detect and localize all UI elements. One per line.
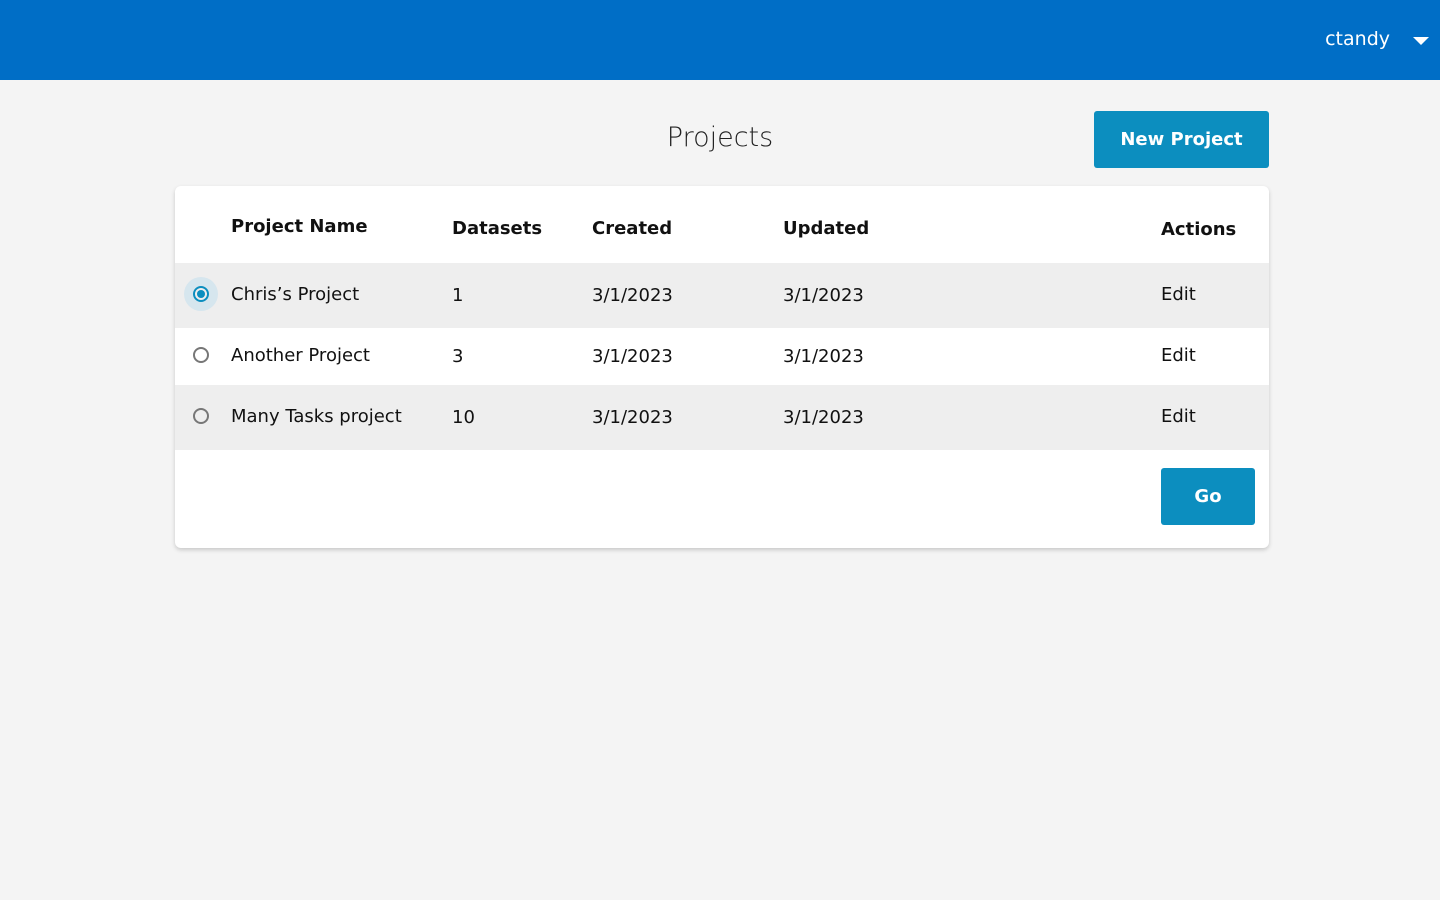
go-button[interactable]: Go: [1161, 468, 1255, 525]
projects-table: Go Project Name Datasets Created Updated Act…: [175, 186, 1269, 548]
top-bar: ctandy: [0, 0, 1440, 80]
table-row[interactable]: Chris’s Project 1 3/1/2023 3/1/2023 Edit: [175, 263, 1269, 328]
row-radio[interactable]: [193, 346, 209, 363]
table-cell: Chris’s Project: [231, 283, 360, 305]
user-menu-caret[interactable]: [1413, 37, 1429, 45]
column-header: Project Name: [231, 216, 368, 237]
column-header: Actions: [1161, 219, 1237, 240]
edit-link[interactable]: Edit: [1161, 344, 1196, 366]
table-cell: 3/1/2023: [592, 345, 673, 367]
table-row[interactable]: Another Project 3 3/1/2023 3/1/2023 Edit: [175, 328, 1269, 385]
table-cell: 3/1/2023: [783, 345, 864, 367]
column-header: Created: [592, 218, 673, 239]
table-cell: 1: [452, 284, 464, 306]
row-radio[interactable]: [193, 407, 209, 424]
table-cell: 3/1/2023: [592, 284, 673, 306]
table-cell: Many Tasks project: [231, 405, 402, 427]
column-header: Updated: [783, 218, 870, 239]
table-cell: 3/1/2023: [592, 406, 673, 428]
edit-link[interactable]: Edit: [1161, 283, 1196, 305]
table-row[interactable]: Many Tasks project 10 3/1/2023 3/1/2023 Edit: [175, 385, 1269, 450]
user-menu[interactable]: ctandy: [1325, 28, 1390, 50]
new-project-button[interactable]: New Project: [1094, 111, 1269, 168]
table-cell: 3/1/2023: [783, 406, 864, 428]
table-cell: 3: [452, 345, 464, 367]
table-cell: 3/1/2023: [783, 284, 864, 306]
table-cell: 10: [452, 406, 475, 428]
page-title: Projects: [666, 122, 774, 153]
table-cell: Another Project: [231, 344, 370, 366]
row-radio[interactable]: [193, 285, 209, 302]
edit-link[interactable]: Edit: [1161, 405, 1196, 427]
column-header: Datasets: [452, 218, 543, 239]
